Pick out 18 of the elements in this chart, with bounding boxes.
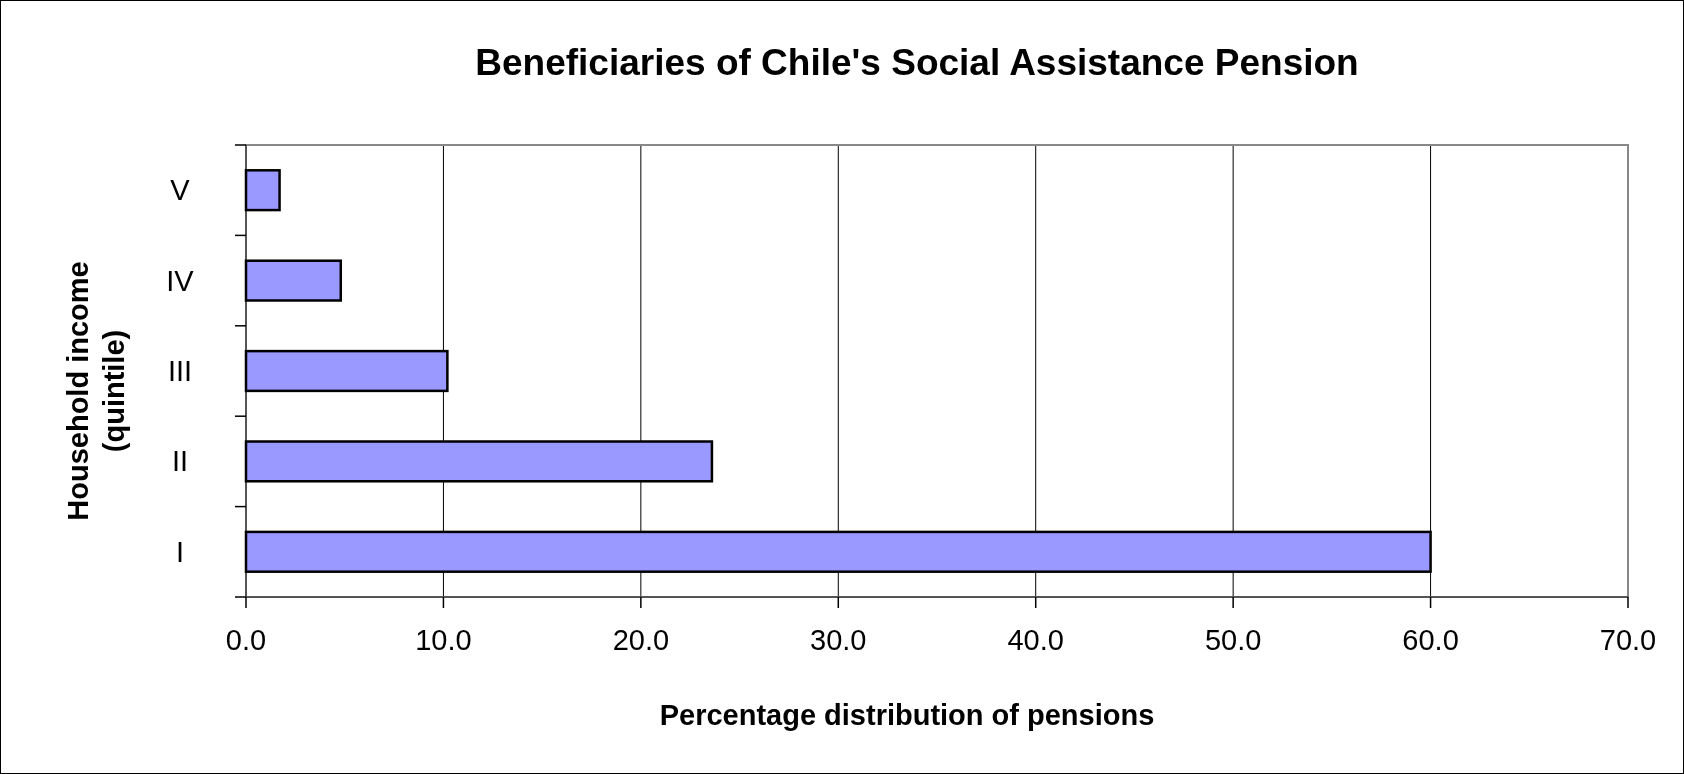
bar <box>244 169 281 212</box>
x-tick-label: 30.0 <box>810 624 867 656</box>
x-tick-label: 50.0 <box>1204 624 1262 656</box>
x-tick-label: 10.0 <box>415 624 472 656</box>
x-axis-title: Percentage distribution of pensions <box>659 699 1155 731</box>
y-tick-label: II <box>171 445 189 478</box>
y-tick-label: III <box>167 355 193 387</box>
chart-title: Beneficiaries of Chile's Social Assistance Pension <box>475 42 1359 83</box>
bar <box>244 259 343 302</box>
x-tick-label: 20.0 <box>612 624 670 656</box>
x-tick-label: 70.0 <box>1599 624 1657 656</box>
y-tick-label: I <box>175 535 185 568</box>
x-tick-label: 40.0 <box>1007 624 1064 656</box>
y-tick-label: IV <box>166 264 195 297</box>
x-tick-label: 0.0 <box>225 624 267 656</box>
y-tick-label: V <box>170 174 191 207</box>
y-axis-title: Household income (quintile) <box>62 261 130 521</box>
x-tick-label: 60.0 <box>1402 624 1459 656</box>
